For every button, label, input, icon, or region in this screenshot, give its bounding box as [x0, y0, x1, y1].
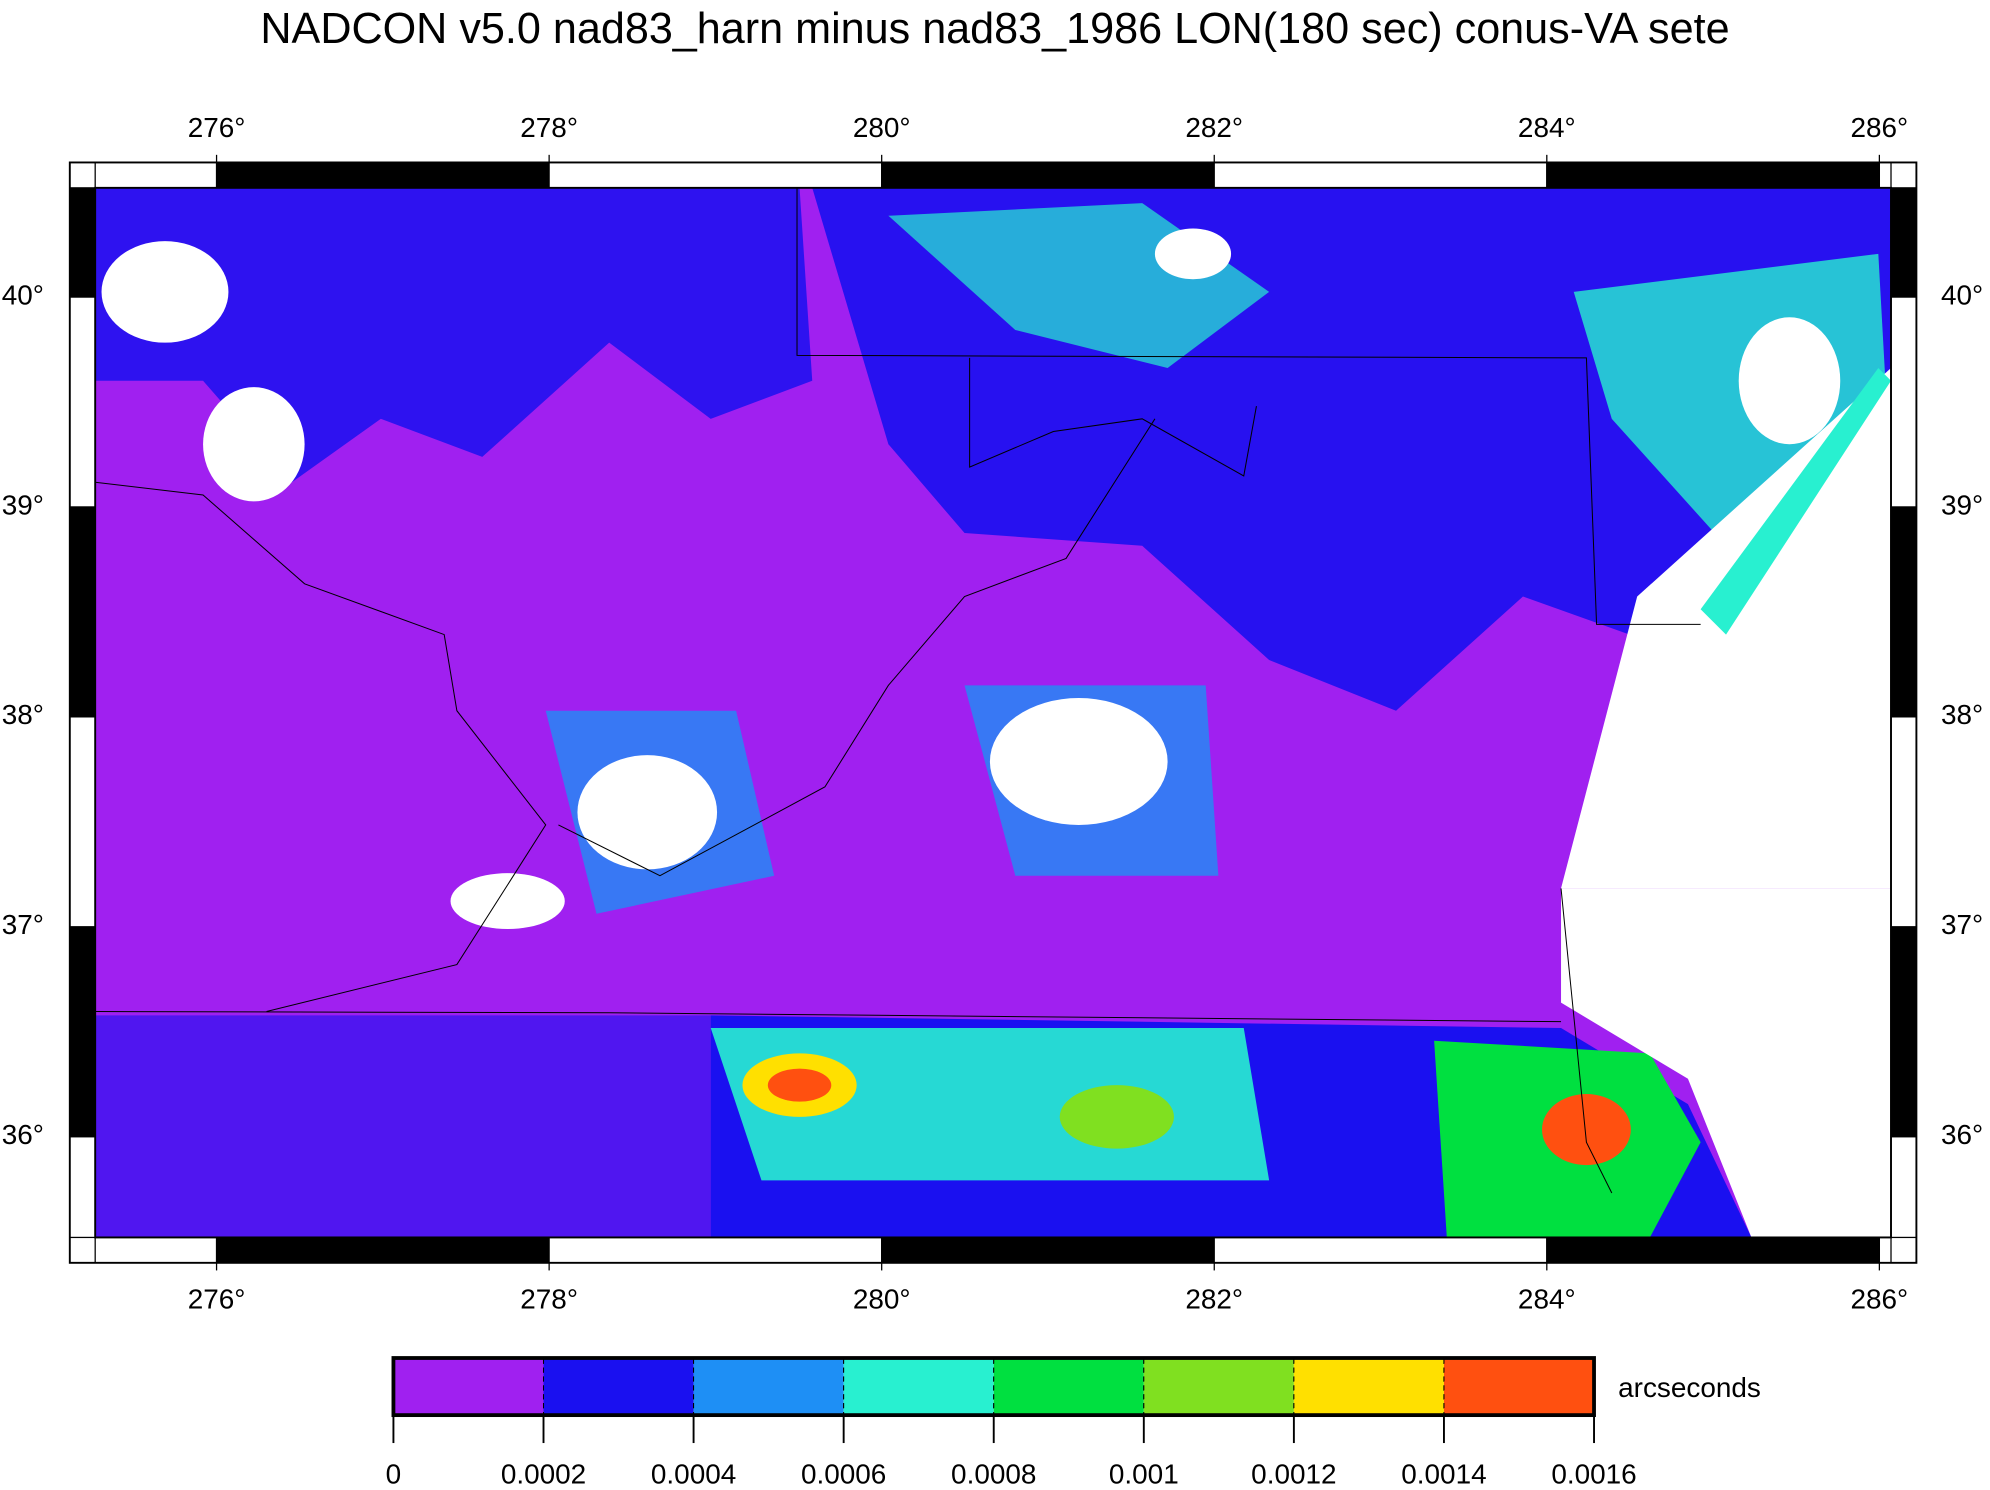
colorbar-tick-label: 0.0002 [501, 1458, 586, 1489]
colorbar-tick-label: 0.0004 [651, 1458, 736, 1489]
frame-segment [548, 161, 883, 189]
frame-segment [69, 187, 96, 298]
y-tick-label: 38° [2, 699, 44, 730]
x-tick-label: 280° [853, 1283, 911, 1314]
frame-segment [881, 161, 1215, 189]
map-field [95, 187, 1892, 1238]
colorbar-tick-label: 0.0012 [1251, 1458, 1336, 1489]
colorbar-swatch [392, 1357, 545, 1416]
colorbar-tick-label: 0.0014 [1401, 1458, 1486, 1489]
y-tick-label: 36° [2, 1119, 44, 1150]
x-tick-label: 280° [853, 112, 911, 143]
x-tick-label: 276° [188, 1283, 246, 1314]
y-tick-label: 38° [1941, 699, 1983, 730]
x-tick-label: 276° [188, 112, 246, 143]
frame-segment [1878, 1236, 1892, 1264]
colorbar-tick-label: 0.001 [1109, 1458, 1179, 1489]
frame-segment [69, 926, 96, 1138]
colorbar-swatch [1443, 1357, 1595, 1416]
colorbar: 0 0.0002 0.0004 0.0006 0.0008 0.001 0.0012 0.00… [386, 1356, 1761, 1489]
colorbar-swatch [542, 1357, 695, 1416]
frame-segment [1890, 506, 1918, 718]
frame-segment [1546, 1236, 1881, 1264]
frame-segment [1890, 296, 1918, 508]
frame-segment [1890, 1136, 1918, 1239]
colorbar-swatch [693, 1357, 845, 1416]
frame-segment [94, 1236, 218, 1264]
frame-border [68, 161, 1918, 1264]
x-tick-label: 278° [520, 112, 578, 143]
frame-segment [1890, 716, 1918, 928]
x-tick-label: 282° [1185, 112, 1243, 143]
colorbar-swatch [993, 1357, 1145, 1416]
frame-segment [1890, 187, 1918, 298]
colorbar-tick-label: 0 [386, 1458, 402, 1489]
frame-segment [1213, 1236, 1548, 1264]
frame-segment [1546, 161, 1881, 189]
map-frame: 276° 276° 278° 278° 280° 280° 282° 282° 284° 284°… [2, 112, 1983, 1314]
map-border [94, 186, 1892, 1239]
frame-segment [69, 1136, 96, 1239]
field-texture [95, 187, 1892, 1238]
frame-segment [215, 161, 550, 189]
frame-segment [1890, 926, 1918, 1138]
y-tick-label: 39° [2, 489, 44, 520]
frame-segment [69, 296, 96, 508]
colorbar-label: arcseconds [1618, 1372, 1761, 1403]
x-tick-label: 282° [1185, 1283, 1243, 1314]
boundaries [95, 187, 1701, 1194]
frame-segment [548, 1236, 883, 1264]
colorbar-tick-label: 0.0016 [1551, 1458, 1636, 1489]
title: NADCON v5.0 nad83_harn minus nad83_1986 … [260, 5, 1729, 53]
frame-segment [94, 161, 218, 189]
y-tick-label: 40° [2, 279, 44, 310]
x-tick-label: 278° [520, 1283, 578, 1314]
frame-segment [69, 506, 96, 718]
frame-segment [215, 1236, 550, 1264]
x-tick-label: 284° [1518, 112, 1576, 143]
frame-segment [69, 716, 96, 928]
colorbar-tick-label: 0.0008 [951, 1458, 1036, 1489]
frame-segment [881, 1236, 1215, 1264]
colorbar-tick-label: 0.0006 [801, 1458, 886, 1489]
colorbar-swatch [843, 1357, 995, 1416]
colorbar-swatch [1143, 1357, 1295, 1416]
y-tick-label: 37° [2, 909, 44, 940]
y-tick-label: 36° [1941, 1119, 1983, 1150]
x-tick-label: 286° [1851, 1283, 1909, 1314]
y-tick-label: 37° [1941, 909, 1983, 940]
frame-segment [1213, 161, 1548, 189]
y-tick-label: 39° [1941, 489, 1983, 520]
colorbar-swatch [1293, 1357, 1445, 1416]
frame-segment [1878, 161, 1892, 189]
x-tick-label: 284° [1518, 1283, 1576, 1314]
x-tick-label: 286° [1851, 112, 1909, 143]
y-tick-label: 40° [1941, 279, 1983, 310]
